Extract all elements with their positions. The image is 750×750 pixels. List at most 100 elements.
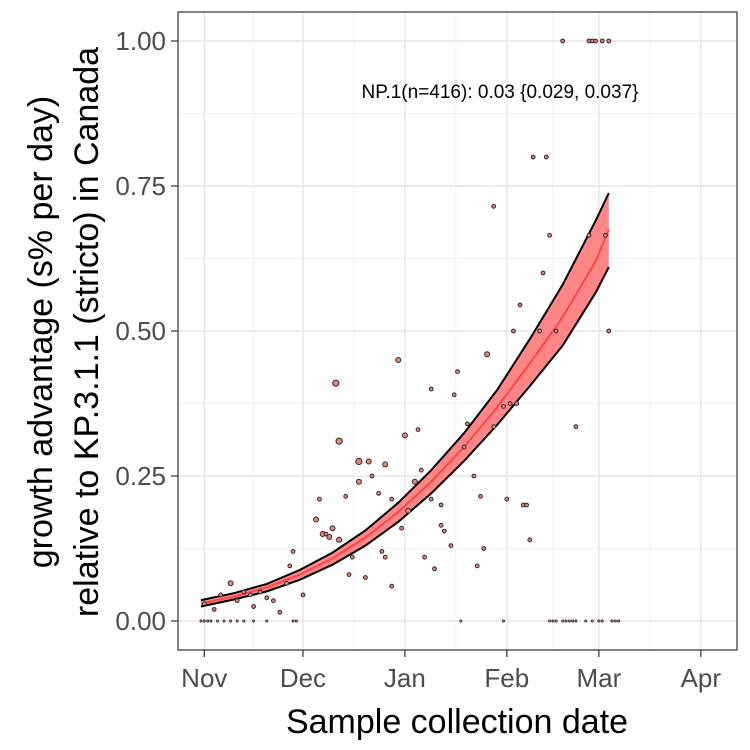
data-point: [574, 619, 578, 623]
data-point: [501, 619, 505, 623]
data-point: [218, 592, 224, 598]
confidence-ribbon-layer: [200, 192, 610, 608]
data-point: [504, 496, 510, 502]
data-point: [284, 580, 289, 586]
data-point: [329, 525, 336, 532]
data-point: [247, 592, 253, 598]
data-point: [455, 369, 460, 375]
data-point: [491, 424, 497, 430]
data-point: [438, 502, 444, 508]
x-tick-label: Dec: [280, 663, 326, 693]
data-point: [227, 580, 234, 587]
data-point: [540, 270, 546, 276]
data-point: [613, 619, 617, 623]
data-point: [547, 232, 552, 238]
ribbon-upper-bound: [200, 192, 610, 602]
data-point: [235, 619, 239, 623]
data-point: [551, 619, 555, 623]
data-point: [401, 432, 408, 439]
data-point: [290, 549, 296, 554]
x-tick-label: Mar: [577, 663, 622, 693]
data-point: [438, 522, 444, 528]
data-point: [511, 328, 516, 334]
data-point: [571, 619, 575, 623]
data-point: [251, 604, 257, 609]
data-point: [349, 554, 355, 560]
data-point: [606, 328, 612, 334]
data-point: [201, 601, 207, 606]
data-point: [530, 154, 536, 160]
data-point: [365, 458, 372, 465]
data-point: [382, 461, 389, 468]
data-point: [418, 467, 424, 473]
data-point: [560, 38, 566, 44]
data-point: [543, 154, 549, 160]
data-point: [459, 619, 463, 623]
x-tick-label: Jan: [384, 663, 426, 693]
data-point: [229, 619, 233, 623]
data-point: [564, 619, 568, 623]
data-point: [461, 444, 467, 450]
data-point: [264, 595, 270, 601]
data-point: [343, 493, 349, 499]
x-tick-label: Nov: [181, 663, 227, 693]
data-point: [411, 478, 418, 485]
data-point: [415, 427, 421, 433]
data-point: [379, 549, 385, 554]
data-point: [586, 232, 592, 238]
data-point: [355, 478, 362, 485]
data-point: [234, 598, 240, 604]
data-point: [517, 302, 523, 308]
data-point: [294, 619, 298, 623]
data-point: [326, 533, 333, 540]
y-tick-label: 0.25: [115, 461, 166, 491]
data-point: [332, 379, 340, 387]
data-point: [242, 619, 246, 623]
data-point: [291, 619, 295, 623]
x-axis-ticks: Nov Dec Jan Feb Mar Apr: [181, 650, 721, 693]
data-point: [441, 528, 447, 534]
data-point: [451, 392, 457, 398]
data-point: [300, 592, 306, 598]
data-point: [369, 473, 375, 479]
data-point: [553, 328, 559, 334]
y-tick-label: 0.75: [115, 171, 166, 201]
data-point: [346, 572, 352, 577]
x-tick-label: Feb: [484, 663, 529, 693]
data-point: [501, 404, 506, 409]
data-point: [606, 38, 612, 44]
data-point: [265, 619, 269, 623]
data-point: [271, 598, 276, 604]
y-tick-label: 0.00: [115, 606, 166, 636]
data-point: [395, 357, 402, 363]
data-point: [491, 203, 497, 209]
data-point: [465, 421, 470, 427]
data-point: [573, 424, 579, 430]
data-point: [432, 566, 437, 572]
data-point: [590, 619, 594, 623]
data-point: [202, 619, 206, 623]
data-point: [554, 619, 558, 623]
data-point: [537, 328, 543, 334]
data-point: [484, 351, 491, 358]
y-axis-title-line1: growth advantage (s% per day): [22, 96, 60, 568]
data-point: [215, 619, 219, 623]
y-axis-title-line2: relative to KP.3.1.1 (stricto) in Canada: [68, 47, 106, 617]
data-point: [448, 543, 454, 548]
data-point: [474, 563, 480, 569]
data-point: [610, 619, 614, 623]
data-point: [507, 401, 513, 406]
data-point: [478, 493, 483, 499]
data-point: [257, 589, 263, 595]
data-point: [399, 525, 405, 531]
data-point: [211, 607, 217, 612]
data-point: [561, 619, 565, 623]
data-point: [600, 619, 604, 623]
data-point: [389, 496, 395, 502]
data-point: [252, 619, 256, 623]
data-point: [287, 563, 293, 569]
data-point: [336, 536, 343, 543]
data-point: [471, 473, 477, 479]
y-tick-label: 1.00: [115, 26, 166, 56]
